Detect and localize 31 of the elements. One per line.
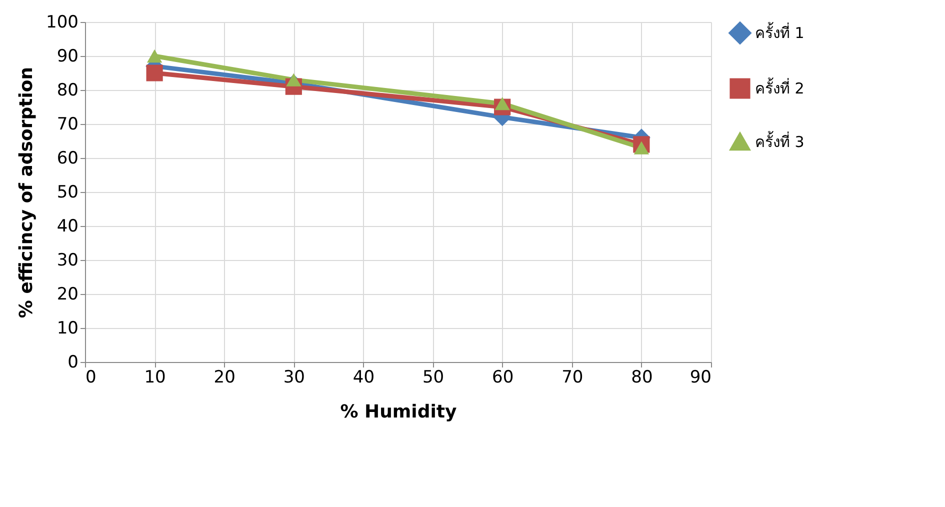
x-tick-label: 70	[562, 368, 584, 388]
point	[146, 64, 163, 82]
x-tick-label: 60	[492, 368, 514, 388]
x-tick-label: 80	[631, 368, 653, 388]
x-tick-label: 30	[283, 368, 305, 388]
point	[146, 49, 162, 63]
y-tick-label: 100	[46, 12, 78, 32]
point	[286, 73, 302, 86]
x-tick-label: 10	[144, 368, 166, 388]
point	[634, 141, 650, 154]
legend-label: ครั้งที่ 1	[755, 22, 804, 42]
y-axis-title: % efficincy of adsorption	[16, 66, 38, 318]
y-tick-label: 20	[56, 284, 78, 304]
x-tick-label: 40	[352, 368, 375, 388]
legend-label: ครั้งที่ 3	[755, 131, 804, 151]
x-tick-label: 0	[86, 368, 96, 388]
x-tick-label: 90	[690, 368, 712, 388]
y-tick-label: 10	[56, 318, 78, 338]
y-tick-label: 80	[56, 80, 78, 100]
legend-label: ครั้งที่ 2	[755, 78, 804, 98]
y-tick-label: 60	[56, 148, 78, 168]
x-axis-title: % Humidity	[340, 402, 458, 422]
y-tick-label: 90	[56, 46, 78, 66]
y-tick-label: 40	[56, 216, 78, 236]
point	[494, 97, 510, 110]
y-tick-label: 0	[68, 352, 78, 372]
x-tick-label: 20	[214, 368, 236, 388]
y-tick-label: 70	[56, 114, 78, 134]
y-tick-label: 50	[56, 182, 78, 202]
x-tick-label: 50	[422, 368, 444, 388]
y-tick-label: 30	[56, 250, 78, 270]
